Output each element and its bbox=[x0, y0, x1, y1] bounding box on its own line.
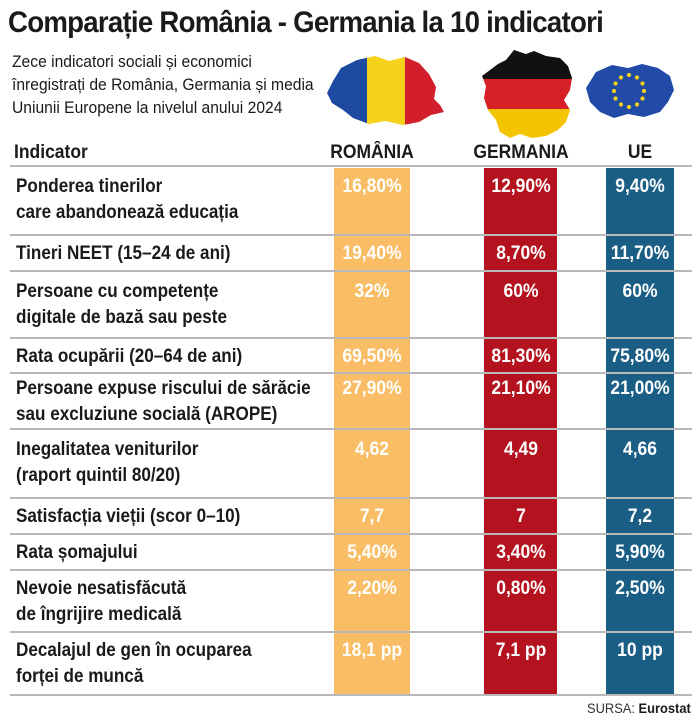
row-separator bbox=[10, 234, 692, 236]
page-title: Comparație România - Germania la 10 indi… bbox=[8, 6, 604, 39]
source-note: SURSA: Eurostat bbox=[587, 700, 691, 716]
value-romania: 18,1 pp bbox=[341, 640, 403, 661]
value-romania: 27,90% bbox=[342, 378, 402, 399]
indicator-label: Persoane expuse riscului de sărăcie sau e… bbox=[16, 376, 311, 428]
row-separator bbox=[10, 497, 692, 499]
row-separator bbox=[10, 533, 692, 535]
value-romania: 2,20% bbox=[347, 578, 397, 599]
row-separator bbox=[10, 631, 692, 633]
value-romania: 69,50% bbox=[342, 346, 402, 367]
source-label: SURSA: bbox=[587, 700, 636, 716]
value-germania: 12,90% bbox=[491, 176, 551, 197]
ue-flag-map-icon bbox=[586, 64, 674, 118]
row-separator bbox=[10, 569, 692, 571]
subtitle: Zece indicatori sociali și economici înr… bbox=[12, 52, 314, 117]
value-ue: 21,00% bbox=[610, 378, 670, 399]
indicator-label: Rata ocupării (20–64 de ani) bbox=[16, 344, 242, 370]
value-ue: 7,2 bbox=[627, 506, 653, 527]
value-germania: 7 bbox=[516, 506, 526, 527]
indicator-label-line: Nevoie nesatisfăcută bbox=[16, 578, 187, 599]
row-separator bbox=[10, 165, 692, 167]
indicator-label: Satisfacția vieții (scor 0–10) bbox=[16, 504, 240, 530]
value-ue: 2,50% bbox=[615, 578, 665, 599]
value-romania: 19,40% bbox=[342, 243, 402, 264]
indicator-label-line: Inegalitatea veniturilor bbox=[16, 439, 199, 460]
row-separator bbox=[10, 372, 692, 374]
value-ue: 11,70% bbox=[610, 243, 670, 264]
value-ue: 60% bbox=[622, 281, 658, 302]
indicator-label-line: Persoane expuse riscului de sărăcie bbox=[16, 378, 311, 399]
indicator-label: Decalajul de gen în ocuparea forței de mu… bbox=[16, 638, 252, 690]
indicator-label: Ponderea tinerilor care abandonează educa… bbox=[16, 174, 238, 226]
header-ue: UE bbox=[627, 142, 653, 163]
indicator-label-line: Rata ocupării (20–64 de ani) bbox=[16, 346, 243, 367]
value-ue: 10 pp bbox=[617, 640, 663, 661]
value-romania: 7,7 bbox=[359, 506, 385, 527]
germania-flag-map-icon bbox=[482, 50, 572, 138]
row-separator bbox=[10, 270, 692, 272]
value-ue: 4,66 bbox=[622, 439, 658, 460]
value-germania: 81,30% bbox=[491, 346, 551, 367]
value-ue: 9,40% bbox=[615, 176, 665, 197]
header-germania: GERMANIA bbox=[473, 142, 569, 163]
value-germania: 21,10% bbox=[491, 378, 551, 399]
row-separator bbox=[10, 428, 692, 430]
indicator-label: Rata șomajului bbox=[16, 540, 138, 566]
romania-flag-map-icon bbox=[327, 56, 444, 125]
value-ue: 5,90% bbox=[615, 542, 665, 563]
indicator-label: Inegalitatea veniturilor (raport quintil … bbox=[16, 437, 198, 489]
value-germania: 4,49 bbox=[503, 439, 539, 460]
indicator-label-line: forței de muncă bbox=[16, 666, 144, 687]
indicator-label-line: Decalajul de gen în ocuparea bbox=[16, 640, 252, 661]
germania-column-bar bbox=[484, 168, 557, 694]
ue-column-bar bbox=[606, 168, 674, 694]
indicator-label-line: Satisfacția vieții (scor 0–10) bbox=[16, 506, 241, 527]
indicator-label-line: digitale de bază sau peste bbox=[16, 307, 227, 328]
romania-column-bar bbox=[334, 168, 410, 694]
source-name: Eurostat bbox=[638, 700, 691, 716]
indicator-label-line: (raport quintil 80/20) bbox=[16, 465, 181, 486]
row-separator bbox=[10, 337, 692, 339]
value-romania: 5,40% bbox=[347, 542, 397, 563]
indicator-label-line: Tineri NEET (15–24 de ani) bbox=[16, 243, 231, 264]
indicator-label-line: Ponderea tinerilor bbox=[16, 176, 163, 197]
value-germania: 8,70% bbox=[496, 243, 546, 264]
header-indicator: Indicator bbox=[14, 142, 88, 163]
indicator-label-line: sau excluziune socială (AROPE) bbox=[16, 404, 278, 425]
value-germania: 0,80% bbox=[496, 578, 546, 599]
value-romania: 4,62 bbox=[354, 439, 390, 460]
indicator-label-line: Persoane cu competențe bbox=[16, 281, 219, 302]
indicator-label: Tineri NEET (15–24 de ani) bbox=[16, 241, 230, 267]
value-germania: 3,40% bbox=[496, 542, 546, 563]
value-romania: 16,80% bbox=[342, 176, 402, 197]
indicator-label-line: de îngrijire medicală bbox=[16, 604, 182, 625]
value-ue: 75,80% bbox=[610, 346, 670, 367]
value-germania: 7,1 pp bbox=[495, 640, 547, 661]
row-separator bbox=[10, 694, 692, 696]
indicator-label: Persoane cu competențe digitale de bază s… bbox=[16, 279, 227, 331]
indicator-label-line: Rata șomajului bbox=[16, 542, 138, 563]
header-romania: ROMÂNIA bbox=[330, 142, 414, 163]
value-germania: 60% bbox=[503, 281, 539, 302]
indicator-label: Nevoie nesatisfăcută de îngrijire medical… bbox=[16, 576, 186, 628]
indicator-label-line: care abandonează educația bbox=[16, 202, 239, 223]
value-romania: 32% bbox=[354, 281, 390, 302]
